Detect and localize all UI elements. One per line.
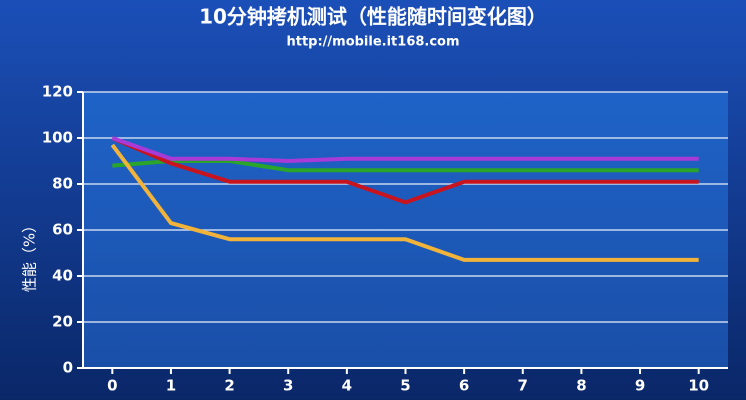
y-tick-label: 100 xyxy=(42,129,73,147)
x-tick-label: 0 xyxy=(107,377,117,395)
y-tick-label: 120 xyxy=(42,83,73,101)
y-tick-label: 0 xyxy=(63,359,73,377)
series-line xyxy=(112,159,699,173)
x-tick-label: 4 xyxy=(342,377,352,395)
chart-title: 10分钟拷机测试（性能随时间变化图） xyxy=(199,5,547,29)
y-tick-label: 60 xyxy=(52,221,73,239)
x-tick-label: 5 xyxy=(400,377,410,395)
x-tick-label: 6 xyxy=(459,377,469,395)
y-tick-label: 80 xyxy=(52,175,73,193)
y-axis-label: 性能（%） xyxy=(21,218,39,292)
x-tick-label: 9 xyxy=(635,377,645,395)
series-line xyxy=(111,136,699,205)
series-line xyxy=(110,143,699,262)
x-tick-label: 1 xyxy=(166,377,176,395)
x-tick-label: 3 xyxy=(283,377,293,395)
x-tick-label: 8 xyxy=(576,377,586,395)
series-line xyxy=(111,136,699,163)
y-tick-label: 20 xyxy=(52,313,73,331)
chart-subtitle: http://mobile.it168.com xyxy=(286,35,459,50)
y-tick-label: 40 xyxy=(52,267,73,285)
x-tick-label: 7 xyxy=(518,377,528,395)
x-tick-label: 2 xyxy=(224,377,234,395)
x-tick-label: 10 xyxy=(688,377,709,395)
